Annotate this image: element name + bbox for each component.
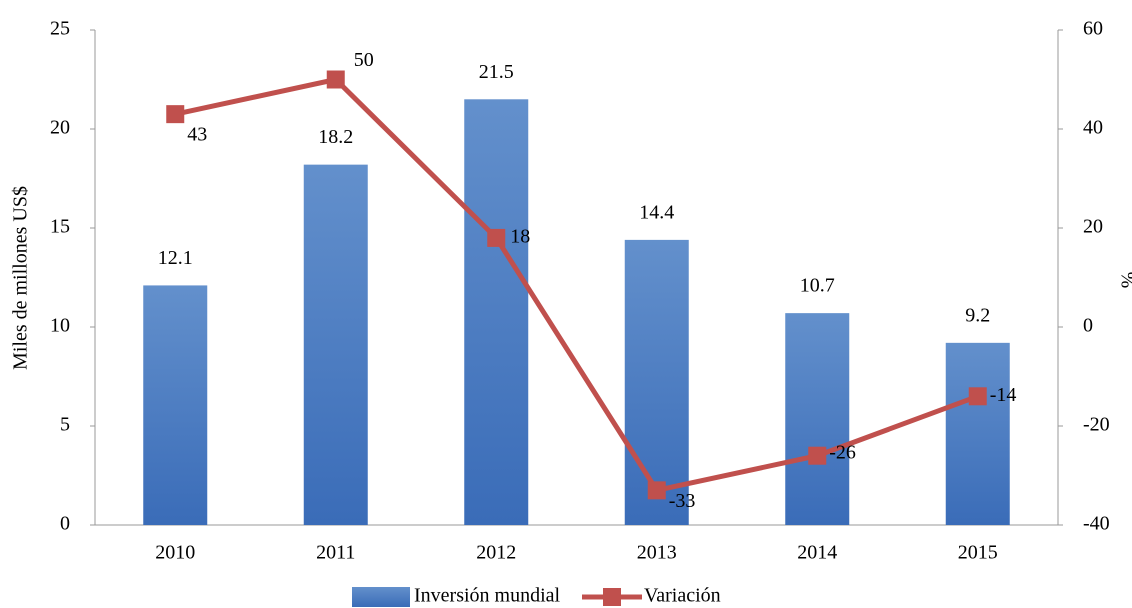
x-tick-label: 2014 [797, 542, 837, 564]
bar [624, 239, 689, 525]
y-axis-label: Miles de millones US$ [10, 186, 32, 370]
y-tick-label: 0 [60, 513, 70, 535]
x-tick-label: 2012 [476, 542, 516, 564]
line-marker [326, 70, 345, 89]
y-tick-label: 5 [60, 414, 70, 436]
bar-value-label: 14.4 [639, 201, 674, 223]
line [174, 76, 979, 494]
y2-tick-label: 60 [1083, 18, 1103, 40]
bar-value-label: 10.7 [800, 275, 835, 297]
bar-value-label: 21.5 [479, 61, 514, 83]
x-tick-label: 2015 [958, 542, 998, 564]
bar [464, 99, 529, 526]
legend-label: Inversión mundial [414, 585, 561, 607]
x-tick-label: 2011 [316, 542, 355, 564]
bar [303, 164, 368, 525]
bar-value-label: 18.2 [318, 126, 353, 148]
y2-tick-label: -20 [1083, 414, 1110, 436]
y2-tick-label: 20 [1083, 216, 1103, 238]
bar [143, 285, 208, 525]
line-value-label: 50 [354, 49, 374, 71]
line-marker [166, 105, 185, 124]
y2-axis-label: % [1116, 272, 1132, 289]
y-tick-label: 15 [50, 216, 70, 238]
bar [785, 313, 850, 525]
bar-value-label: 9.2 [965, 304, 990, 326]
line-marker [808, 446, 827, 465]
y-tick-label: 25 [50, 18, 70, 40]
bar-value-label: 12.1 [158, 247, 193, 269]
y2-tick-label: 40 [1083, 117, 1103, 139]
y-tick-label: 20 [50, 117, 70, 139]
line-value-label: -33 [669, 490, 696, 512]
line-marker [968, 387, 987, 406]
line-marker [647, 481, 666, 500]
bar [945, 342, 1010, 525]
legend-label: Variación [644, 585, 721, 607]
x-tick-label: 2013 [637, 542, 677, 564]
line-value-label: -26 [829, 441, 856, 463]
y2-tick-label: -40 [1083, 513, 1110, 535]
line-value-label: -14 [990, 384, 1017, 406]
x-tick-label: 2010 [155, 542, 195, 564]
line-marker [487, 228, 506, 247]
y-tick-label: 10 [50, 315, 70, 337]
legend-swatch [352, 587, 410, 607]
y2-tick-label: 0 [1083, 315, 1093, 337]
line-value-label: 18 [510, 225, 530, 247]
line-value-label: 43 [187, 124, 207, 146]
legend-swatch [603, 588, 621, 606]
